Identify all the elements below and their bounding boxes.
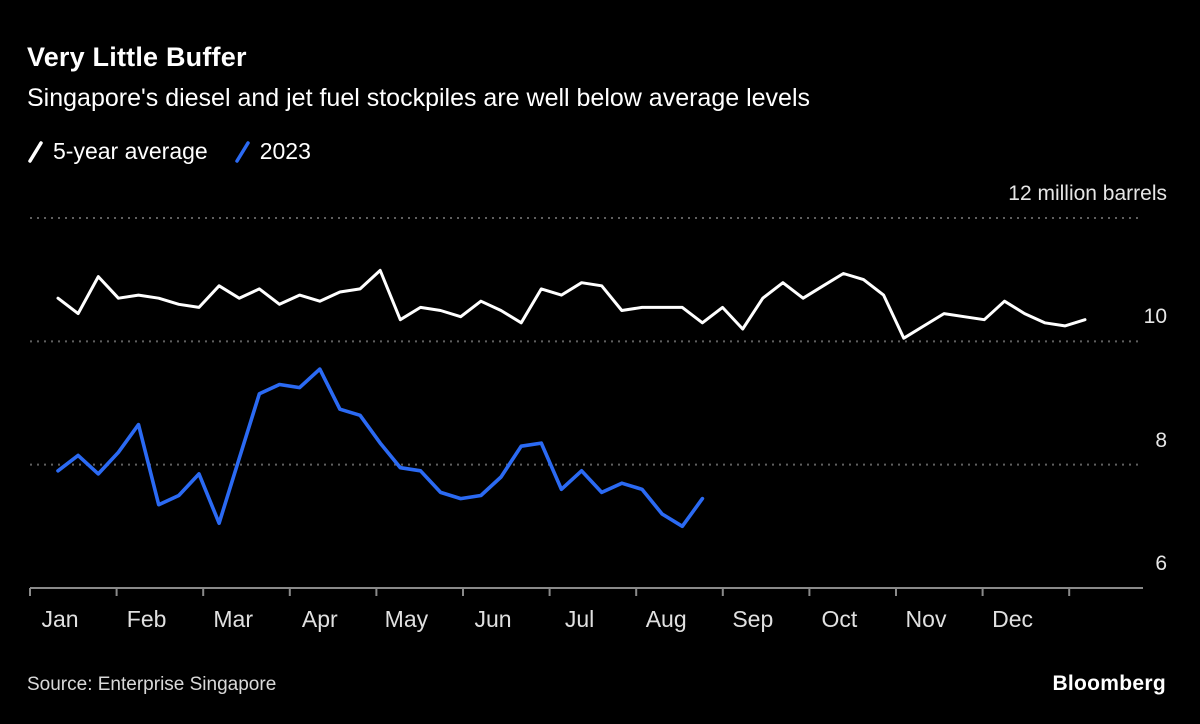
x-tick-label: Jan bbox=[41, 606, 79, 632]
chart-subtitle: Singapore's diesel and jet fuel stockpil… bbox=[27, 84, 810, 112]
x-tick-label: Sep bbox=[732, 606, 774, 632]
x-tick-label: Apr bbox=[301, 606, 338, 632]
x-tick-label: Jul bbox=[564, 606, 595, 632]
legend-item: 2023 bbox=[234, 138, 311, 165]
bloomberg-logo: Bloomberg bbox=[1052, 672, 1166, 695]
y-tick-label: 12 million barrels bbox=[1008, 181, 1167, 205]
legend-label: 5-year average bbox=[53, 138, 208, 164]
legend-label: 2023 bbox=[259, 138, 311, 164]
legend-item: 5-year average bbox=[27, 138, 208, 165]
x-tick-label: May bbox=[384, 606, 429, 632]
x-tick-label: Jun bbox=[474, 606, 512, 632]
source-label: Source: Enterprise Singapore bbox=[27, 674, 277, 695]
series-line-average bbox=[56, 268, 1087, 340]
legend-marker-icon bbox=[234, 140, 250, 163]
x-tick-label: Mar bbox=[213, 606, 253, 632]
legend-marker-icon bbox=[28, 140, 43, 163]
x-tick-label: Oct bbox=[821, 606, 858, 632]
series-line-2023 bbox=[56, 367, 705, 529]
y-tick-label: 10 bbox=[1143, 305, 1167, 329]
legend: 5-year average 2023 bbox=[27, 138, 311, 165]
x-tick-label: Dec bbox=[992, 606, 1034, 632]
chart-title: Very Little Buffer bbox=[27, 42, 247, 72]
y-tick-label: 6 bbox=[1155, 552, 1167, 575]
x-tick-label: Feb bbox=[126, 606, 167, 632]
y-tick-label: 8 bbox=[1155, 428, 1167, 452]
x-tick-label: Aug bbox=[645, 606, 687, 632]
x-tick-label: Nov bbox=[905, 606, 947, 632]
